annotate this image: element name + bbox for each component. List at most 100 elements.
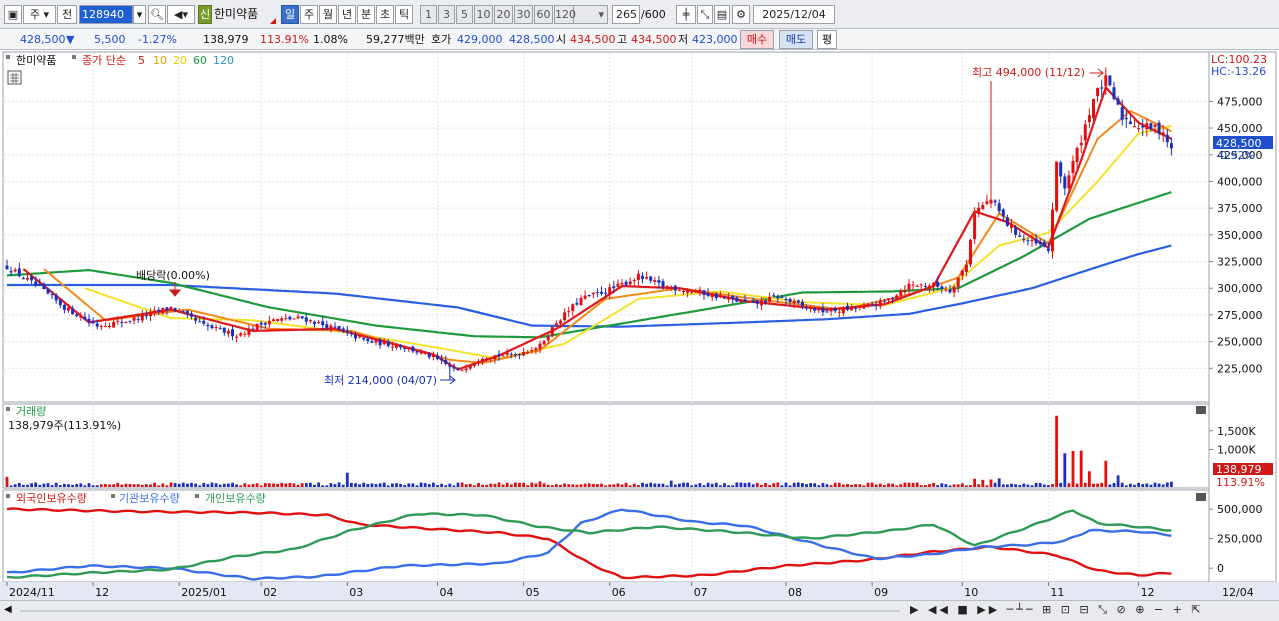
compare-icon[interactable]: ⤡ — [697, 5, 713, 24]
candle-body — [436, 355, 439, 360]
candle-body — [378, 339, 382, 346]
high-annotation: 최고 494,000 (11/12) — [972, 66, 1085, 79]
candle-body — [538, 343, 542, 350]
date-input[interactable]: 2025/12/04 — [753, 5, 835, 24]
candle-body — [280, 318, 284, 321]
volume-bar — [481, 484, 484, 487]
speaker-icon[interactable]: ◀▾ — [167, 5, 195, 24]
minute-tab-120[interactable]: 120 — [554, 5, 576, 24]
candle-body — [641, 275, 644, 279]
window-menu-icon[interactable]: ▣ — [4, 5, 22, 24]
candle-body — [784, 299, 788, 301]
candle-body — [210, 325, 214, 329]
volume-bar — [661, 483, 665, 487]
candle-body — [214, 327, 218, 329]
table-icon[interactable] — [7, 70, 22, 85]
period-tab-4[interactable]: 분 — [357, 5, 375, 24]
period-tab-5[interactable]: 초 — [376, 5, 394, 24]
volume-bar — [928, 484, 931, 487]
interval-select[interactable]: ▾ — [572, 5, 608, 24]
volume-bar — [321, 485, 325, 487]
period-tab-2[interactable]: 월 — [319, 5, 337, 24]
volume-bar — [706, 482, 710, 487]
volume-bar — [821, 483, 825, 487]
market-select[interactable]: 주 ▾ — [23, 5, 56, 24]
search-icon[interactable]: 🔍︎ — [148, 5, 166, 24]
candle-body — [1120, 107, 1124, 120]
volume-bar — [124, 483, 128, 487]
sell-button[interactable]: 매도 — [779, 30, 813, 49]
minute-tab-60[interactable]: 60 — [534, 5, 553, 24]
candle-body — [313, 321, 316, 325]
last-pct-label: -0.92% — [1216, 149, 1255, 162]
candle-body — [530, 350, 534, 352]
candle-body — [325, 324, 329, 329]
count-input[interactable]: 265 — [612, 5, 640, 24]
scroll-left-icon[interactable]: ◀ — [4, 604, 12, 615]
save-icon[interactable]: ▤ — [714, 5, 730, 24]
chart-area[interactable]: 225,000 250,000 275,000 300,000 325,000 350,0… — [0, 50, 1279, 600]
eval-button[interactable]: 평 — [817, 30, 837, 49]
period-tab-0[interactable]: 일 — [281, 5, 299, 24]
volume-bar — [460, 482, 464, 487]
candle-body — [837, 311, 841, 313]
stock-code-input[interactable]: 128940 — [79, 5, 133, 24]
volume-bar — [952, 484, 956, 487]
minute-tab-3[interactable]: 3 — [438, 5, 455, 24]
candle-type-icon[interactable]: ╪ — [676, 5, 696, 24]
candle-body — [34, 281, 38, 286]
volume-bar — [432, 482, 435, 487]
candle-body — [50, 294, 54, 296]
code-dropdown-icon[interactable]: ▾ — [133, 5, 146, 24]
minute-tab-5[interactable]: 5 — [456, 5, 473, 24]
volume-bar — [940, 483, 944, 487]
volume-bar — [1055, 415, 1058, 487]
volume-bar — [1001, 484, 1005, 487]
minute-tab-1[interactable]: 1 — [420, 5, 437, 24]
volume-info: 138,979주(113.91%) — [8, 419, 121, 432]
period-tab-1[interactable]: 주 — [300, 5, 318, 24]
volume-bar — [67, 484, 70, 487]
volume-bar — [509, 484, 513, 487]
price-panel — [2, 51, 1210, 403]
candle-body — [255, 323, 259, 331]
candle-body — [702, 290, 706, 296]
x-axis-area — [0, 582, 1279, 600]
navigation-controls[interactable]: ▶ ◀◀ ■ ▶▶ ─┴─ ⊞ ⊡ ⊟ ⤡ ⊘ ⊕ − + ⇱ — [910, 603, 1204, 616]
scroll-bar[interactable]: ◀ ▶ ◀◀ ■ ▶▶ ─┴─ ⊞ ⊡ ⊟ ⤡ ⊘ ⊕ − + ⇱ — [0, 600, 1279, 621]
volume-bar — [1104, 460, 1108, 487]
volume-bar — [911, 482, 915, 487]
volume-last-pct: 113.91% — [1216, 476, 1265, 489]
volume-tick-label: 1,500K — [1217, 425, 1256, 438]
volume-panel — [2, 403, 1210, 489]
candle-body — [1153, 124, 1157, 127]
period-tab-6[interactable]: 틱 — [395, 5, 413, 24]
period-tab-3[interactable]: 년 — [338, 5, 356, 24]
volume-bar — [993, 482, 997, 487]
candle-body — [99, 326, 103, 328]
minute-tab-30[interactable]: 30 — [514, 5, 533, 24]
minute-tab-10[interactable]: 10 — [474, 5, 493, 24]
gear-icon[interactable]: ⚙ — [732, 5, 750, 24]
candle-body — [977, 207, 981, 214]
candle-body — [731, 295, 735, 299]
legend-ma120: 120 — [213, 54, 234, 67]
volume-bar — [173, 483, 177, 487]
volume-bar — [641, 482, 644, 487]
candle-body — [440, 358, 444, 361]
volume-bar — [161, 483, 165, 487]
scroll-track[interactable] — [20, 610, 900, 612]
scope-button[interactable]: 전 — [57, 5, 77, 24]
volume-bar — [1116, 475, 1120, 487]
stock-name[interactable]: 한미약품 — [214, 7, 259, 21]
candle-body — [493, 355, 497, 360]
volume-bar — [1022, 483, 1026, 487]
stock-chart[interactable]: 225,000 250,000 275,000 300,000 325,000 350,0… — [0, 50, 1279, 600]
volume-bar — [1034, 482, 1038, 487]
candle-body — [456, 368, 460, 370]
panel-close-icon[interactable] — [1196, 493, 1206, 501]
volume-bar — [34, 482, 38, 487]
minute-tab-20[interactable]: 20 — [494, 5, 513, 24]
panel-close-icon[interactable] — [1196, 406, 1206, 414]
buy-button[interactable]: 매수 — [740, 30, 774, 49]
